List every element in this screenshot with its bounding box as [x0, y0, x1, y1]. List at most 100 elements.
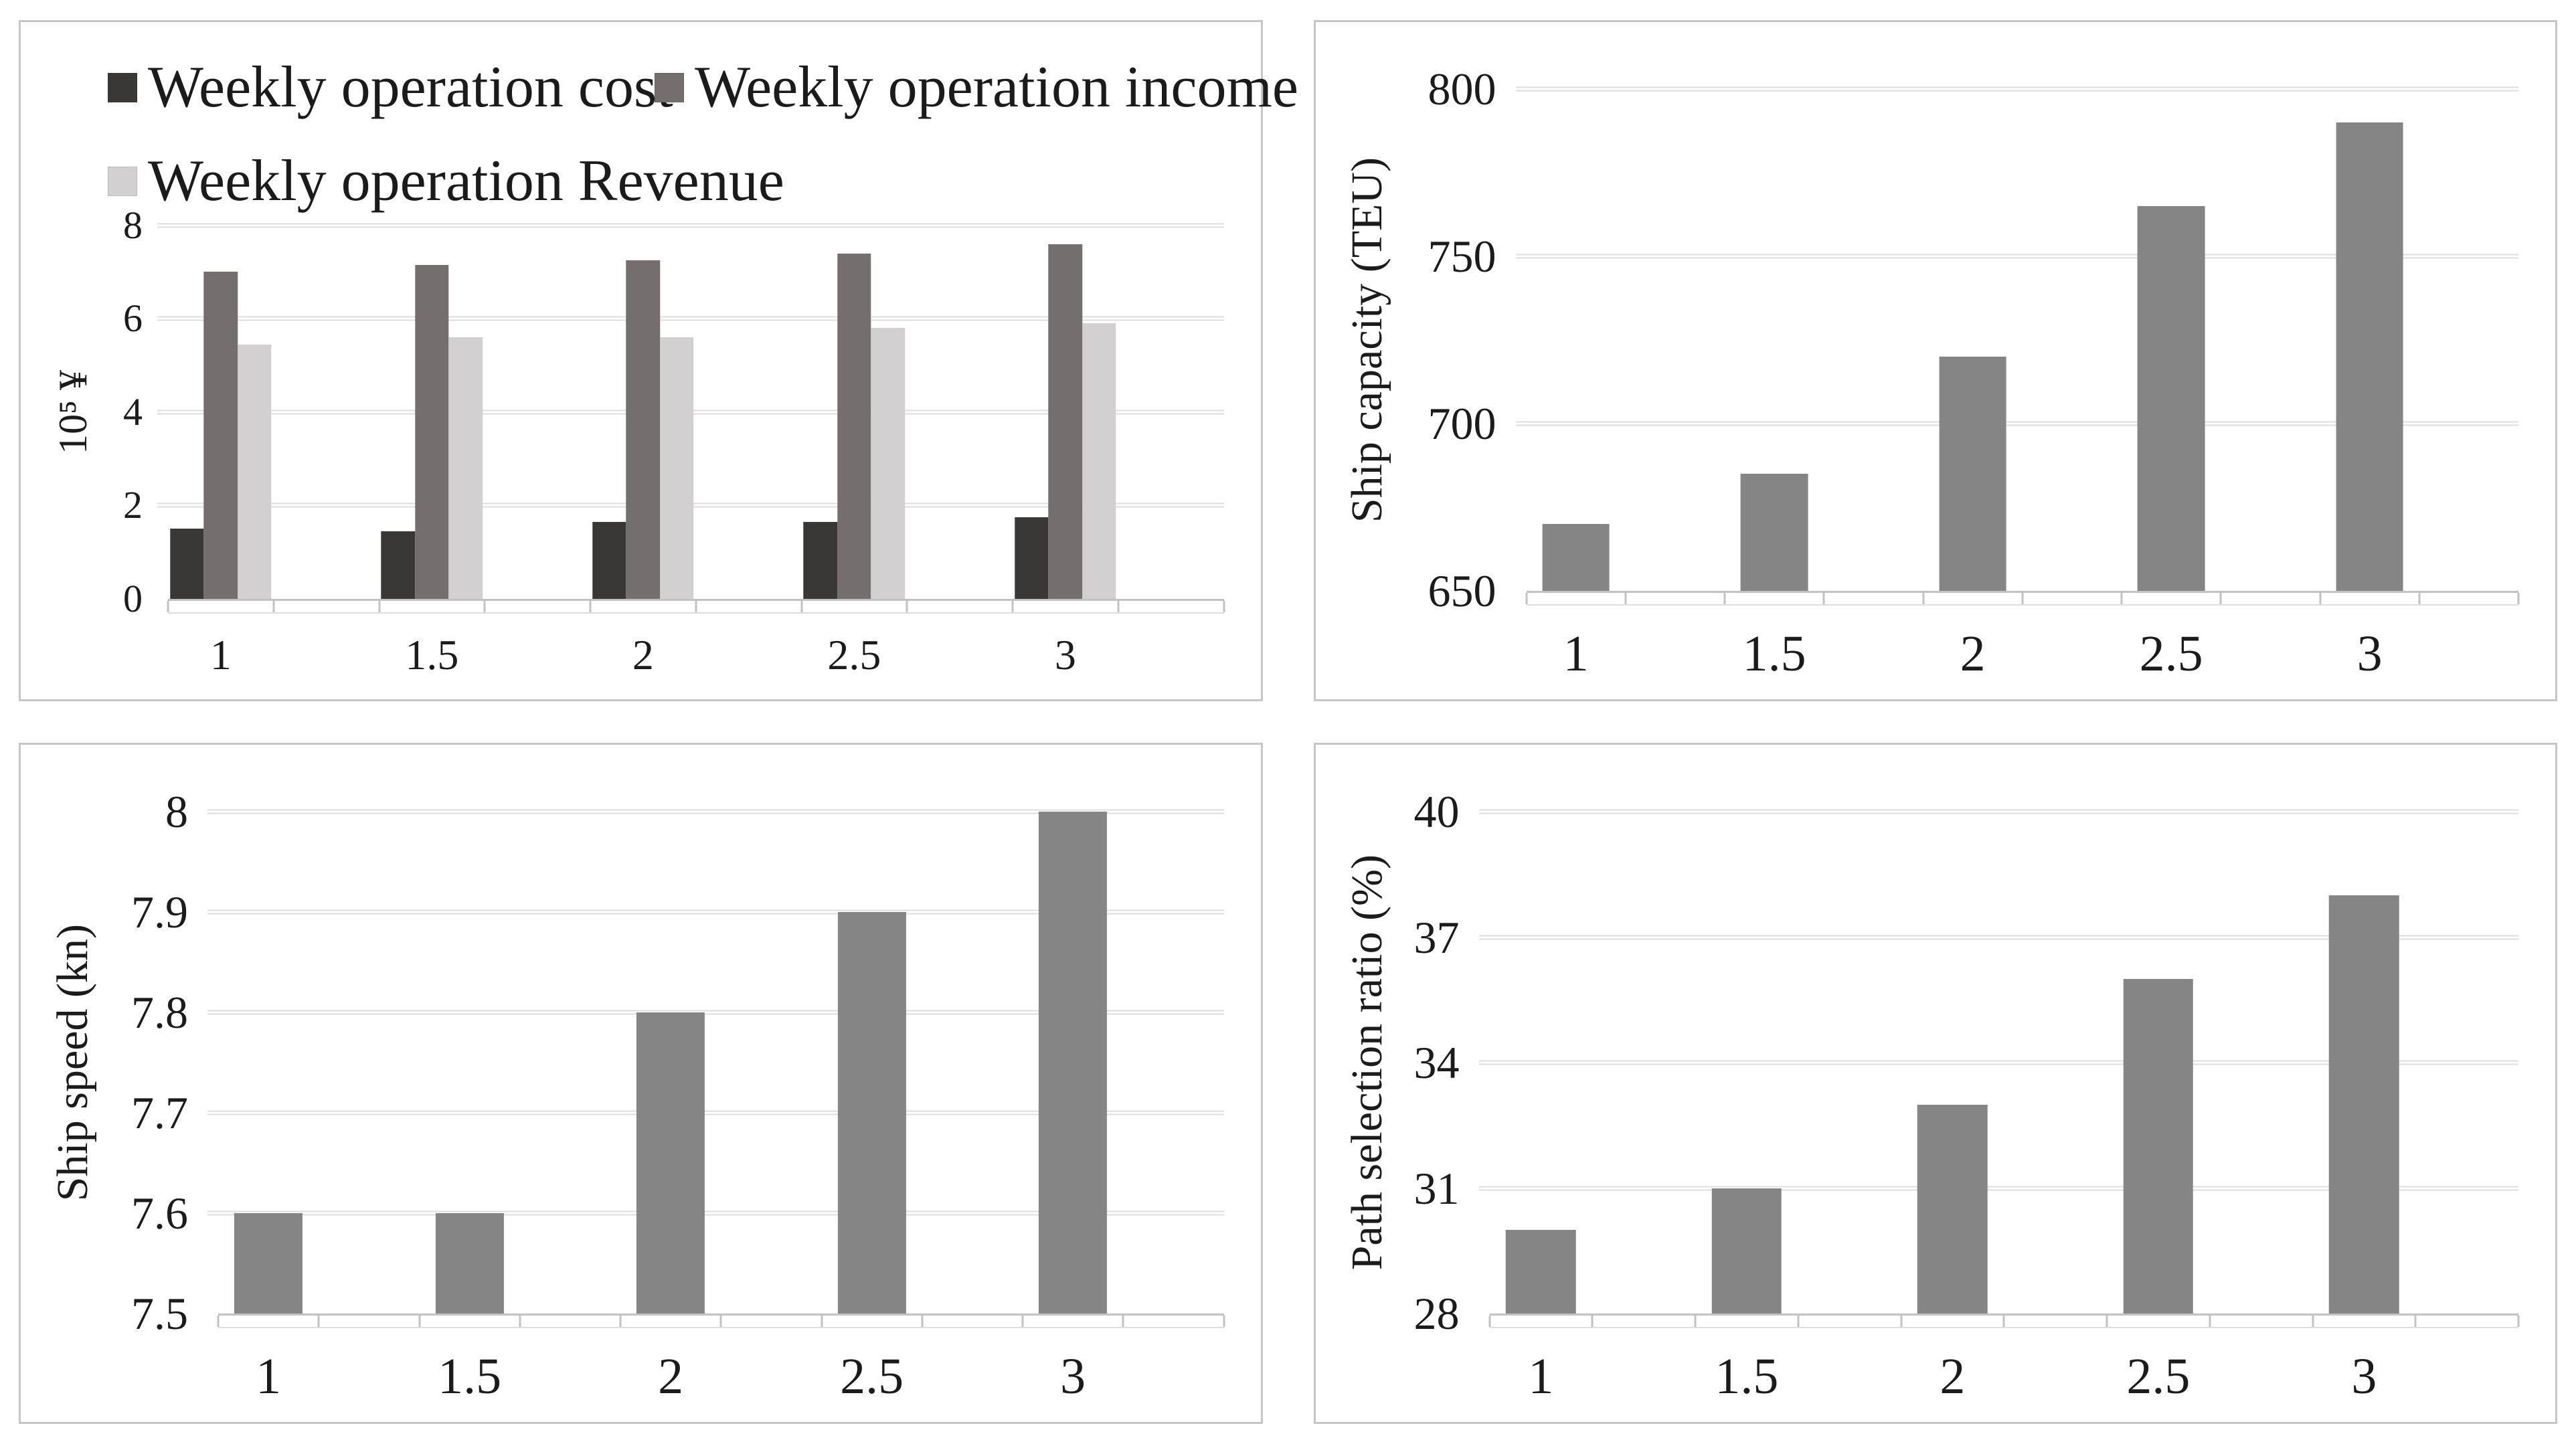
- axis-tick: [821, 1316, 823, 1327]
- y-tick-label: 700: [1428, 398, 1496, 449]
- bar: [1917, 1104, 1988, 1314]
- bar-group: [1939, 89, 2007, 591]
- x-axis-labels: 1 1.5 2 2.5 3: [1490, 1328, 2519, 1415]
- bar-group: [1015, 225, 1116, 599]
- axis-tick: [418, 1316, 420, 1327]
- y-tick-label: 7.8: [131, 987, 188, 1038]
- bar-group: [1917, 812, 1988, 1314]
- y-tick-label: 800: [1428, 64, 1496, 114]
- bar: [660, 337, 694, 599]
- axis-tick: [2209, 1316, 2211, 1327]
- gridline: [207, 1010, 1224, 1015]
- bar: [415, 264, 449, 599]
- bar: [871, 328, 906, 599]
- gridline: [207, 1210, 1224, 1216]
- axis-tick: [317, 1316, 320, 1327]
- y-axis-title: 10⁵ ¥: [50, 369, 95, 454]
- x-tick-label: 2.5: [2139, 626, 2203, 682]
- bar: [2137, 206, 2205, 591]
- bar: [203, 272, 238, 599]
- chart-ship-speed: Ship speed (kn) 7.5 7.6 7.7 7.8 7.9 8 1 1.5 2 2.…: [44, 745, 1225, 1422]
- bar: [592, 521, 626, 599]
- axis-tick: [2517, 593, 2520, 604]
- bar-group: [1506, 812, 1576, 1314]
- x-tick-label: 1.5: [1715, 1348, 1779, 1405]
- chart-path-selection-ratio: Path selection ratio (%) 28 31 34 37 40 1 1.5…: [1339, 745, 2520, 1422]
- y-tick-label: 37: [1413, 911, 1460, 963]
- bar: [837, 912, 906, 1314]
- bar: [381, 531, 416, 599]
- bar: [1039, 812, 1108, 1314]
- x-tick-label: 2: [1960, 626, 1986, 682]
- axis-tick: [272, 601, 275, 612]
- axis-tick: [1488, 1316, 1490, 1327]
- axis-tick: [1591, 1316, 1594, 1327]
- axis-tick: [906, 601, 908, 612]
- x-tick-label: 2.5: [2126, 1348, 2191, 1405]
- x-tick-label: 1: [1563, 626, 1589, 682]
- legend-marker: [108, 166, 137, 196]
- x-axis: [1525, 591, 2520, 606]
- y-axis-title: Ship capacity (TEU): [1343, 157, 1391, 523]
- bar-group: [1542, 89, 1610, 591]
- y-tick-label: 0: [123, 577, 143, 620]
- bar-group: [2123, 812, 2194, 1314]
- bar-group: [1740, 89, 1808, 591]
- x-tick-label: 2.5: [840, 1348, 904, 1405]
- x-tick-label: 2: [658, 1348, 684, 1405]
- axis-tick: [2319, 593, 2321, 604]
- bar-group: [2329, 812, 2399, 1314]
- bar-group: [381, 225, 483, 599]
- gridline: [207, 809, 1224, 814]
- legend: Weekly operation cost Weekly operation in…: [44, 22, 1298, 216]
- axis-tick: [800, 601, 802, 612]
- bar: [1506, 1230, 1576, 1314]
- y-tick-label: 34: [1413, 1037, 1460, 1088]
- x-axis-labels: 1 1.5 2 2.5 3: [1527, 606, 2519, 693]
- axis-tick: [695, 601, 697, 612]
- x-axis: [167, 599, 1225, 614]
- plot-area: [207, 809, 1224, 1314]
- x-tick-label: 3: [2351, 1348, 2377, 1405]
- axis-tick: [619, 1316, 622, 1327]
- gridline: [207, 909, 1224, 915]
- x-tick-label: 1.5: [405, 631, 459, 679]
- gridline: [1478, 1060, 2518, 1065]
- y-tick-label: 31: [1413, 1162, 1460, 1214]
- x-tick-label: 2.5: [827, 631, 881, 679]
- x-tick-label: 3: [2356, 626, 2383, 682]
- axis-tick: [1223, 1316, 1225, 1327]
- gridline: [1515, 86, 2518, 92]
- gridline: [157, 223, 1224, 228]
- bar: [626, 260, 661, 599]
- x-axis-labels: 1 1.5 2 2.5 3: [168, 614, 1224, 693]
- axis-tick: [1694, 1316, 1697, 1327]
- bar: [170, 529, 204, 599]
- bar: [238, 344, 272, 599]
- y-tick-label: 2: [123, 483, 143, 527]
- axis-tick: [2517, 1316, 2520, 1327]
- axis-tick: [1011, 601, 1014, 612]
- x-tick-label: 1.5: [1742, 626, 1806, 682]
- y-tick-label: 750: [1428, 231, 1496, 282]
- x-tick-label: 2: [1940, 1348, 1966, 1405]
- axis-tick: [2418, 593, 2421, 604]
- axis-tick: [483, 601, 486, 612]
- axis-tick: [589, 601, 592, 612]
- bar: [1939, 357, 2007, 591]
- axis-tick: [2120, 593, 2123, 604]
- axis-tick: [217, 1316, 220, 1327]
- bar-group: [234, 812, 303, 1314]
- axis-tick: [1900, 1316, 1902, 1327]
- axis-tick: [1723, 593, 1726, 604]
- y-axis: 28 31 34 37 40: [1396, 789, 1490, 1336]
- axis-tick: [1117, 601, 1120, 612]
- gridline: [1515, 254, 2518, 259]
- panel-ship-speed: Ship speed (kn) 7.5 7.6 7.7 7.8 7.9 8 1 1.5 2 2.…: [19, 743, 1263, 1424]
- axis-tick: [921, 1316, 924, 1327]
- axis-tick: [719, 1316, 722, 1327]
- y-axis: 7.5 7.6 7.7 7.8 7.9 8: [101, 789, 218, 1336]
- axis-tick: [519, 1316, 521, 1327]
- axis-tick: [1922, 593, 1924, 604]
